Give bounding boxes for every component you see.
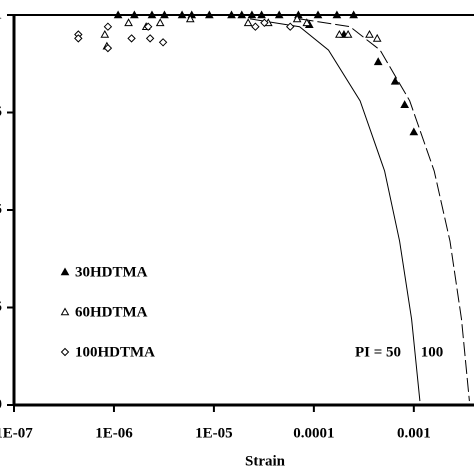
x-tick-label: 1E-07	[0, 425, 33, 441]
point	[130, 10, 139, 19]
point	[74, 34, 83, 43]
point	[373, 57, 383, 66]
point	[127, 34, 136, 43]
x-tick-label: 1E-05	[195, 425, 233, 441]
point	[409, 127, 419, 136]
point	[158, 38, 168, 47]
point	[372, 33, 382, 42]
y-tick-label: 1	[0, 6, 2, 22]
point	[243, 18, 253, 27]
point	[251, 22, 260, 31]
x-tick-label: 0.0001	[293, 425, 334, 441]
point	[365, 29, 374, 38]
curve-label: 100	[421, 344, 444, 360]
point	[227, 10, 236, 19]
point	[145, 34, 155, 43]
point	[302, 18, 312, 27]
y-tick-label: 0.75	[0, 104, 2, 120]
point	[349, 10, 358, 19]
point	[143, 22, 153, 31]
legend-marker	[60, 307, 70, 316]
point	[247, 10, 257, 19]
point	[100, 29, 110, 38]
y-tick-label: 0	[0, 396, 2, 412]
legend-marker	[60, 347, 70, 357]
legend-label: 60HDTMA	[75, 304, 148, 320]
point	[343, 29, 353, 38]
x-tick-label: 0.001	[397, 425, 431, 441]
point	[292, 14, 302, 23]
curve	[250, 18, 421, 402]
x-tick-label: 1E-06	[95, 425, 133, 441]
y-tick-label: 0.25	[0, 299, 2, 315]
legend-marker	[60, 267, 70, 276]
point	[257, 10, 266, 19]
point	[335, 29, 344, 38]
point	[313, 10, 323, 19]
point	[185, 14, 195, 23]
point	[103, 43, 113, 53]
point	[237, 10, 247, 19]
point	[274, 10, 284, 19]
legend-label: 30HDTMA	[75, 264, 148, 280]
point	[147, 10, 157, 19]
point	[103, 22, 113, 31]
x-axis-label: Strain	[245, 453, 286, 469]
point	[390, 76, 400, 85]
curve-label: PI = 50	[355, 344, 401, 360]
point	[204, 10, 214, 19]
legend-label: 100HDTMA	[75, 344, 155, 360]
point	[177, 10, 187, 19]
point	[286, 22, 295, 31]
y-tick-label: 0.5	[0, 201, 2, 217]
point	[113, 10, 123, 19]
point	[260, 18, 269, 28]
point	[332, 10, 342, 19]
point	[124, 18, 133, 27]
curve	[299, 18, 470, 402]
point	[160, 10, 169, 19]
point	[155, 18, 165, 27]
point	[400, 100, 410, 108]
